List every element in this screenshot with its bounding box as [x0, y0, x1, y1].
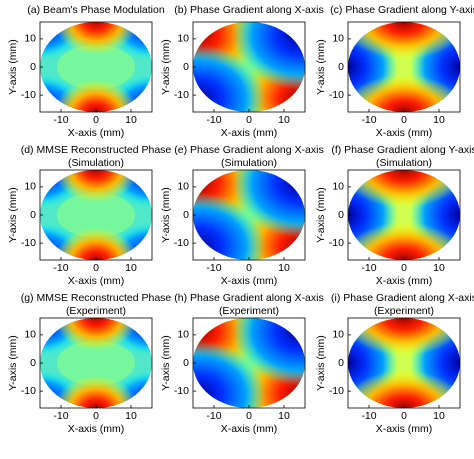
x-tick-label: 0 [401, 410, 407, 422]
panel-title: (c) Phase Gradient along Y-axis [330, 4, 474, 16]
y-tick-label: 0 [338, 61, 344, 73]
x-tick-label: 10 [278, 410, 290, 422]
y-axis-label: Y-axis (mm) [315, 187, 327, 243]
x-axis-label: X-axis (mm) [221, 127, 278, 139]
y-tick-label: 10 [177, 329, 189, 341]
y-tick-label: 0 [30, 209, 36, 221]
x-tick-label: 10 [433, 114, 445, 126]
y-axis-label: Y-axis (mm) [160, 187, 172, 243]
x-tick-label: 10 [125, 114, 137, 126]
y-tick-label: 0 [183, 61, 189, 73]
panel-subtitle: (Simulation) [221, 157, 277, 169]
x-tick-label: 10 [433, 262, 445, 274]
x-axis-label: X-axis (mm) [376, 275, 433, 287]
x-tick-label: 0 [401, 114, 407, 126]
y-tick-label: 0 [338, 209, 344, 221]
x-axis-label: X-axis (mm) [376, 423, 433, 435]
y-axis-label: Y-axis (mm) [315, 335, 327, 391]
y-tick-label: -10 [174, 385, 189, 397]
x-tick-label: 10 [278, 114, 290, 126]
x-tick-label: -10 [206, 410, 221, 422]
panel-title: (i) Phase Gradient along X-axis [331, 292, 474, 304]
y-tick-label: -10 [21, 237, 36, 249]
y-tick-label: 10 [332, 181, 344, 193]
x-tick-label: 10 [125, 262, 137, 274]
x-tick-label: -10 [53, 114, 68, 126]
y-tick-label: 10 [332, 329, 344, 341]
y-tick-label: 0 [183, 357, 189, 369]
y-tick-label: -10 [329, 89, 344, 101]
y-tick-label: 10 [24, 181, 36, 193]
panel-subtitle: (Experiment) [219, 305, 279, 317]
y-axis-label: Y-axis (mm) [160, 39, 172, 95]
panel-title: (h) Phase Gradient along X-axis [174, 292, 323, 304]
x-tick-label: 10 [278, 262, 290, 274]
x-tick-label: 0 [93, 262, 99, 274]
x-tick-label: 10 [433, 410, 445, 422]
y-tick-label: 0 [183, 209, 189, 221]
y-tick-label: -10 [329, 385, 344, 397]
y-tick-label: 0 [30, 61, 36, 73]
x-axis-label: X-axis (mm) [221, 275, 278, 287]
panel-subtitle: (Experiment) [374, 305, 434, 317]
x-tick-label: -10 [53, 262, 68, 274]
x-tick-label: -10 [361, 114, 376, 126]
y-axis-label: Y-axis (mm) [315, 39, 327, 95]
y-tick-label: -10 [21, 385, 36, 397]
x-tick-label: -10 [361, 410, 376, 422]
y-tick-label: 10 [332, 33, 344, 45]
x-tick-label: -10 [53, 410, 68, 422]
x-tick-label: 0 [93, 114, 99, 126]
panel-title: (d) MMSE Reconstructed Phase [21, 144, 172, 156]
y-tick-label: 0 [338, 357, 344, 369]
y-axis-label: Y-axis (mm) [160, 335, 172, 391]
x-axis-label: X-axis (mm) [68, 127, 125, 139]
y-tick-label: -10 [21, 89, 36, 101]
x-axis-label: X-axis (mm) [221, 423, 278, 435]
y-tick-label: 0 [30, 357, 36, 369]
x-tick-label: 10 [125, 410, 137, 422]
y-tick-label: 10 [177, 33, 189, 45]
y-tick-label: -10 [329, 237, 344, 249]
x-tick-label: -10 [206, 114, 221, 126]
x-tick-label: 0 [246, 410, 252, 422]
y-axis-label: Y-axis (mm) [7, 187, 19, 243]
panel-title: (e) Phase Gradient along X-axis [174, 144, 323, 156]
x-axis-label: X-axis (mm) [376, 127, 433, 139]
x-tick-label: -10 [361, 262, 376, 274]
panel-title: (f) Phase Gradient along Y-axis [331, 144, 474, 156]
y-tick-label: 10 [24, 33, 36, 45]
panel-title: (b) Phase Gradient along X-axis [174, 4, 323, 16]
x-tick-label: 0 [246, 114, 252, 126]
y-axis-label: Y-axis (mm) [7, 335, 19, 391]
x-tick-label: 0 [93, 410, 99, 422]
panel-title: (g) MMSE Reconstructed Phase [21, 292, 172, 304]
y-axis-label: Y-axis (mm) [7, 39, 19, 95]
x-tick-label: 0 [246, 262, 252, 274]
x-tick-label: -10 [206, 262, 221, 274]
x-tick-label: 0 [401, 262, 407, 274]
x-axis-label: X-axis (mm) [68, 275, 125, 287]
panel-subtitle: (Experiment) [66, 305, 126, 317]
panel-title: (a) Beam's Phase Modulation [27, 4, 165, 16]
x-axis-label: X-axis (mm) [68, 423, 125, 435]
y-tick-label: 10 [24, 329, 36, 341]
y-tick-label: 10 [177, 181, 189, 193]
panel-subtitle: (Simulation) [376, 157, 432, 169]
y-tick-label: -10 [174, 237, 189, 249]
y-tick-label: -10 [174, 89, 189, 101]
panel-subtitle: (Simulation) [68, 157, 124, 169]
